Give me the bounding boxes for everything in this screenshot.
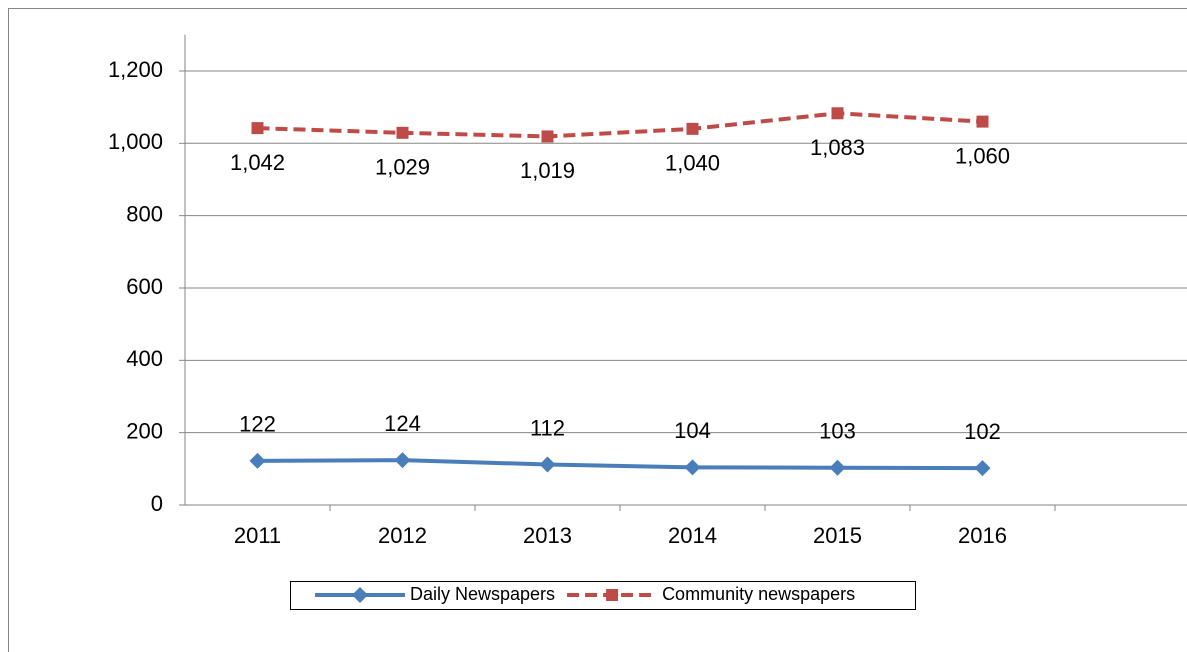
marker (831, 107, 844, 120)
marker (249, 452, 266, 469)
data-label: 102 (964, 419, 1001, 444)
data-label: 122 (239, 412, 276, 437)
data-label: 104 (674, 418, 711, 443)
marker (829, 459, 846, 476)
marker (352, 587, 368, 603)
y-tick-label: 0 (151, 491, 163, 516)
x-tick-label: 2011 (234, 523, 281, 548)
marker (974, 460, 991, 477)
chart-border (8, 8, 1187, 652)
data-label: 1,083 (810, 135, 865, 160)
marker (394, 452, 411, 469)
marker (684, 459, 701, 476)
y-tick-label: 400 (126, 346, 163, 371)
data-label: 1,040 (665, 151, 720, 176)
marker (606, 589, 619, 601)
marker (976, 115, 989, 128)
data-label: 1,060 (955, 143, 1010, 168)
marker (541, 130, 554, 143)
data-label: 1,029 (375, 155, 430, 180)
x-tick-label: 2014 (668, 523, 717, 548)
legend-label: Daily Newspapers (410, 584, 555, 604)
marker (251, 122, 264, 135)
data-label: 1,042 (230, 150, 285, 175)
y-tick-label: 800 (126, 201, 163, 226)
x-tick-label: 2015 (813, 523, 862, 548)
y-tick-label: 1,000 (108, 129, 163, 154)
series-line (257, 458, 983, 471)
legend-label: Community newspapers (662, 584, 855, 604)
marker (686, 122, 699, 135)
data-label: 112 (530, 415, 565, 440)
x-tick-label: 2016 (958, 523, 1007, 548)
y-tick-label: 600 (126, 274, 163, 299)
y-tick-label: 1,200 (108, 57, 163, 82)
y-tick-label: 200 (126, 418, 163, 443)
marker (396, 126, 409, 139)
series-line (257, 111, 983, 139)
x-tick-label: 2013 (523, 523, 572, 548)
data-label: 1,019 (520, 158, 575, 183)
marker (539, 456, 556, 473)
data-label: 103 (819, 419, 856, 444)
x-tick-label: 2012 (378, 523, 427, 548)
data-label: 124 (384, 411, 421, 436)
